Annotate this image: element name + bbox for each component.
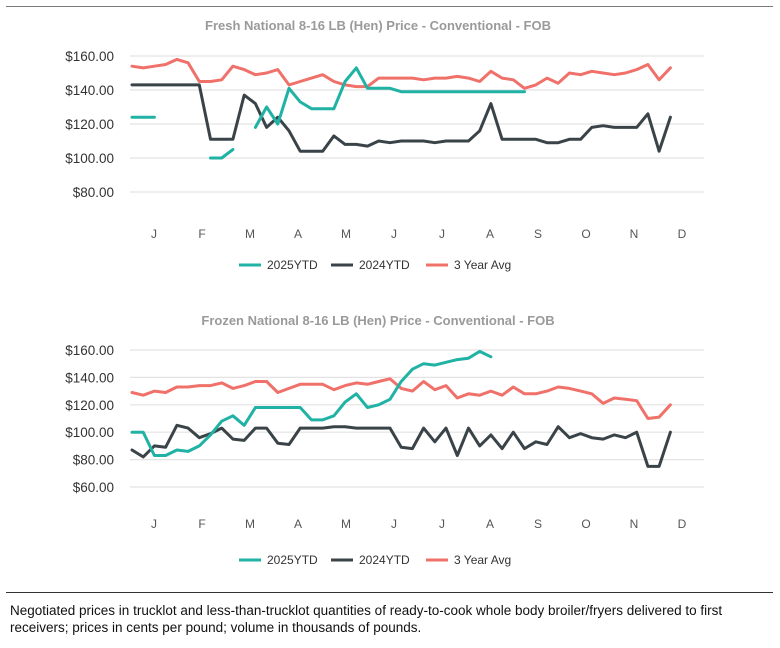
legend-label-2024ytd: 2024YTD <box>359 258 410 272</box>
y-tick-label: $160.00 <box>65 343 114 358</box>
x-tick-label: M <box>245 517 255 531</box>
x-tick-label: J <box>439 517 445 531</box>
x-tick-label: M <box>341 517 351 531</box>
x-tick-label: A <box>294 227 302 241</box>
x-tick-label: J <box>439 227 445 241</box>
x-tick-label: D <box>678 517 687 531</box>
x-tick-label: F <box>198 227 205 241</box>
top-rule <box>6 6 773 7</box>
x-tick-label: O <box>581 517 590 531</box>
legend-label-3-year-avg: 3 Year Avg <box>454 258 511 272</box>
x-tick-label: J <box>391 227 397 241</box>
x-tick-label: J <box>151 227 157 241</box>
series-line-3-year-avg <box>130 377 672 420</box>
y-tick-label: $80.00 <box>73 453 114 468</box>
x-tick-label: M <box>341 227 351 241</box>
x-tick-label: M <box>245 227 255 241</box>
y-tick-label: $140.00 <box>65 370 114 385</box>
legend-label-2024ytd: 2024YTD <box>359 553 410 567</box>
series-line-2025ytd <box>209 148 235 160</box>
chart-title: Frozen National 8-16 LB (Hen) Price - Co… <box>201 313 554 328</box>
y-tick-label: $120.00 <box>65 398 114 413</box>
series-line-2024ytd <box>130 83 672 153</box>
chart-frozen-hen-price: Frozen National 8-16 LB (Hen) Price - Co… <box>65 313 704 567</box>
y-tick-label: $100.00 <box>65 151 114 166</box>
y-tick-label: $120.00 <box>65 117 114 132</box>
x-tick-label: A <box>486 227 494 241</box>
legend-label-2025ytd: 2025YTD <box>267 258 318 272</box>
series-line-3-year-avg <box>130 57 672 90</box>
x-tick-label: J <box>391 517 397 531</box>
y-tick-label: $80.00 <box>73 185 114 200</box>
legend-label-2025ytd: 2025YTD <box>267 553 318 567</box>
x-tick-label: N <box>630 517 639 531</box>
x-tick-label: A <box>486 517 494 531</box>
chart-fresh-hen-price: Fresh National 8-16 LB (Hen) Price - Con… <box>65 18 704 272</box>
x-tick-label: D <box>678 227 687 241</box>
x-tick-label: N <box>630 227 639 241</box>
x-tick-label: S <box>534 517 542 531</box>
series-line-2025ytd <box>130 349 493 457</box>
x-tick-label: A <box>294 517 302 531</box>
x-tick-label: O <box>581 227 590 241</box>
legend-label-3-year-avg: 3 Year Avg <box>454 553 511 567</box>
y-tick-label: $140.00 <box>65 83 114 98</box>
x-tick-label: S <box>534 227 542 241</box>
y-tick-label: $60.00 <box>73 480 114 495</box>
x-tick-label: J <box>151 517 157 531</box>
footnote: Negotiated prices in trucklot and less-t… <box>10 603 723 635</box>
x-tick-label: F <box>198 517 205 531</box>
series-line-2024ytd <box>130 423 672 468</box>
series-line-2025ytd <box>253 66 526 129</box>
y-tick-label: $100.00 <box>65 425 114 440</box>
y-tick-label: $160.00 <box>65 49 114 64</box>
chart-title: Fresh National 8-16 LB (Hen) Price - Con… <box>205 18 551 33</box>
bottom-rule <box>6 592 773 593</box>
